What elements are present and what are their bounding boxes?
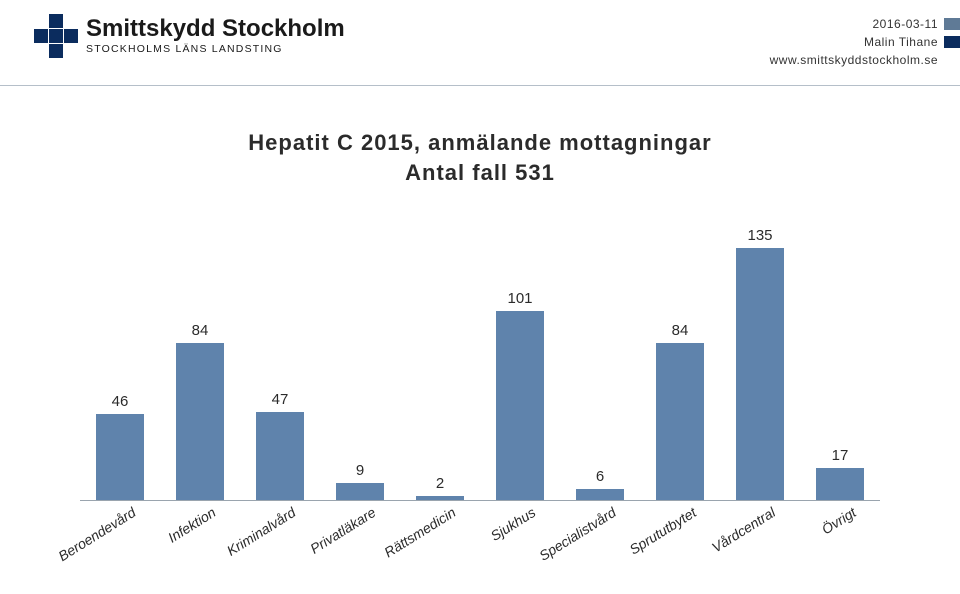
bar — [176, 343, 224, 500]
bar — [256, 412, 304, 500]
header-author: Malin Tihane — [770, 33, 938, 51]
bar-value-label: 17 — [796, 447, 884, 464]
chart: Hepatit C 2015, anmälande mottagningar A… — [60, 130, 900, 572]
chart-plot: 4684479210168413517 — [80, 220, 880, 501]
bar-slot: 6 — [576, 220, 624, 500]
bar-slot: 84 — [656, 220, 704, 500]
bar-slot: 47 — [256, 220, 304, 500]
bar-slot: 135 — [736, 220, 784, 500]
x-axis-label: Rättsmedicin — [381, 504, 458, 560]
bar-value-label: 2 — [396, 475, 484, 492]
bar-value-label: 135 — [716, 227, 804, 244]
bar-slot: 101 — [496, 220, 544, 500]
x-axis-label: Beroendevård — [55, 504, 138, 564]
logo-title: Smittskydd Stockholm — [86, 17, 345, 41]
bar — [496, 311, 544, 500]
x-axis-label: Vårdcentral — [709, 504, 778, 556]
bar-slot: 46 — [96, 220, 144, 500]
x-axis-label: Övrigt — [818, 504, 858, 537]
bar-slot: 84 — [176, 220, 224, 500]
bar — [416, 496, 464, 500]
bar — [336, 483, 384, 500]
header: Smittskydd Stockholm STOCKHOLMS LÄNS LAN… — [0, 0, 960, 86]
bar-slot: 9 — [336, 220, 384, 500]
bar — [736, 248, 784, 500]
header-meta: 2016-03-11 Malin Tihane www.smittskyddst… — [770, 15, 938, 69]
bar — [96, 414, 144, 500]
sll-logo-icon — [34, 14, 78, 58]
bar-value-label: 47 — [236, 391, 324, 408]
header-url: www.smittskyddstockholm.se — [770, 51, 938, 69]
chart-xlabels: BeroendevårdInfektionKriminalvårdPrivatl… — [80, 502, 880, 572]
header-accent-2 — [944, 36, 960, 48]
header-accent-1 — [944, 18, 960, 30]
chart-title-line2: Antal fall 531 — [60, 160, 900, 186]
bar — [816, 468, 864, 500]
bar-value-label: 46 — [76, 393, 164, 410]
bar-value-label: 6 — [556, 468, 644, 485]
chart-title-line1: Hepatit C 2015, anmälande mottagningar — [60, 130, 900, 156]
logo: Smittskydd Stockholm STOCKHOLMS LÄNS LAN… — [34, 14, 345, 58]
bar-value-label: 84 — [156, 322, 244, 339]
x-axis-label: Specialistvård — [536, 504, 618, 564]
x-axis-label: Privatläkare — [307, 504, 378, 557]
x-axis-label: Infektion — [165, 504, 218, 546]
x-axis-label: Sjukhus — [488, 504, 539, 544]
bar — [576, 489, 624, 500]
x-axis-label: Kriminalvård — [224, 504, 298, 559]
bar-slot: 17 — [816, 220, 864, 500]
bar — [656, 343, 704, 500]
header-divider — [0, 85, 960, 86]
x-axis-label: Sprututbytet — [626, 504, 699, 558]
bar-value-label: 9 — [316, 462, 404, 479]
logo-subtitle: STOCKHOLMS LÄNS LANDSTING — [86, 44, 345, 55]
header-date: 2016-03-11 — [770, 15, 938, 33]
bar-value-label: 101 — [476, 290, 564, 307]
bar-value-label: 84 — [636, 322, 724, 339]
bar-slot: 2 — [416, 220, 464, 500]
